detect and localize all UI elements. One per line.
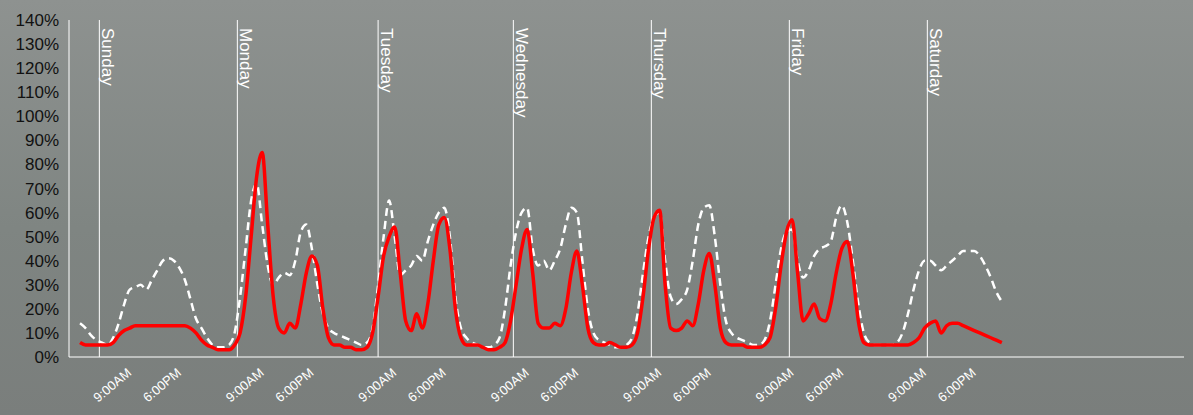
svg-text:Sunday: Sunday xyxy=(98,28,117,86)
svg-text:50%: 50% xyxy=(25,228,59,247)
svg-text:6:00PM: 6:00PM xyxy=(272,365,316,405)
svg-text:100%: 100% xyxy=(16,107,59,126)
svg-text:9:00AM: 9:00AM xyxy=(223,365,267,405)
svg-text:6:00PM: 6:00PM xyxy=(140,365,184,405)
svg-text:9:00AM: 9:00AM xyxy=(753,365,797,405)
svg-text:140%: 140% xyxy=(16,11,59,30)
svg-text:6:00PM: 6:00PM xyxy=(802,365,846,405)
svg-text:0%: 0% xyxy=(34,348,59,367)
svg-text:Thursday: Thursday xyxy=(650,28,669,99)
svg-text:120%: 120% xyxy=(16,59,59,78)
svg-text:40%: 40% xyxy=(25,252,59,271)
svg-text:130%: 130% xyxy=(16,35,59,54)
svg-text:Tuesday: Tuesday xyxy=(377,28,396,93)
svg-text:Wednesday: Wednesday xyxy=(512,28,531,118)
svg-text:6:00PM: 6:00PM xyxy=(537,365,581,405)
svg-text:70%: 70% xyxy=(25,180,59,199)
svg-text:9:00AM: 9:00AM xyxy=(90,365,134,405)
svg-text:9:00AM: 9:00AM xyxy=(885,365,929,405)
svg-text:60%: 60% xyxy=(25,204,59,223)
svg-text:20%: 20% xyxy=(25,300,59,319)
svg-text:6:00PM: 6:00PM xyxy=(405,365,449,405)
svg-text:110%: 110% xyxy=(17,83,59,102)
svg-text:9:00AM: 9:00AM xyxy=(620,365,664,405)
svg-text:6:00PM: 6:00PM xyxy=(935,365,979,405)
svg-text:Saturday: Saturday xyxy=(926,28,945,97)
svg-text:10%: 10% xyxy=(25,324,59,343)
svg-text:Friday: Friday xyxy=(788,28,807,76)
svg-text:30%: 30% xyxy=(25,276,59,295)
svg-text:90%: 90% xyxy=(25,131,59,150)
svg-text:9:00AM: 9:00AM xyxy=(488,365,532,405)
svg-text:Monday: Monday xyxy=(236,28,255,89)
svg-text:80%: 80% xyxy=(25,155,59,174)
svg-text:9:00AM: 9:00AM xyxy=(355,365,399,405)
svg-text:6:00PM: 6:00PM xyxy=(670,365,714,405)
